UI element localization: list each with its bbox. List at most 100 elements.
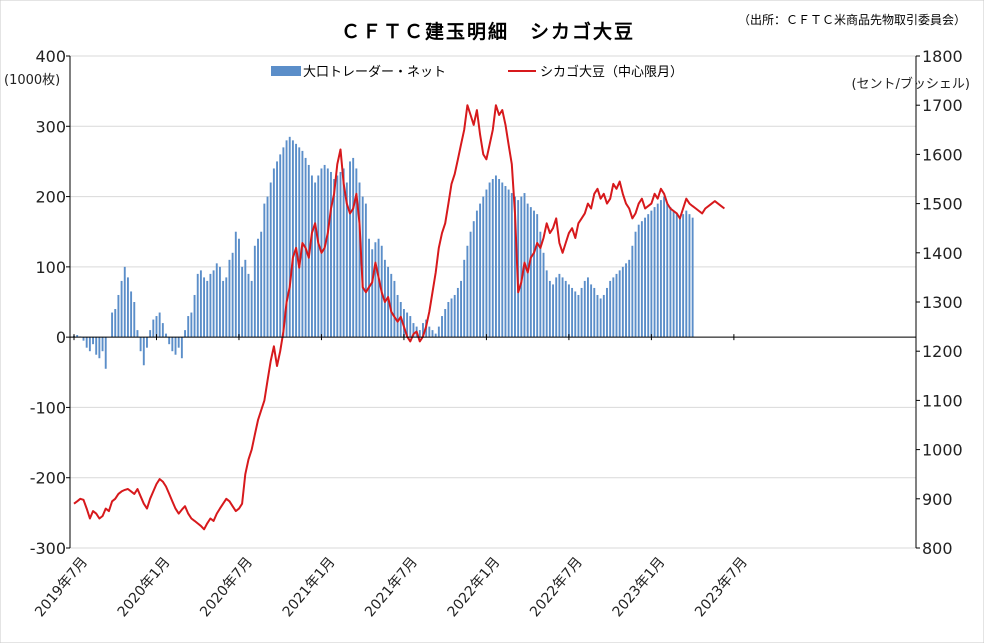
bar <box>431 330 434 338</box>
bar <box>199 270 202 338</box>
bar <box>146 337 148 348</box>
bar <box>510 193 513 338</box>
left-tick-label: 100 <box>35 258 66 277</box>
bar <box>656 203 659 338</box>
left-tick-label: -100 <box>30 398 66 417</box>
bar <box>206 280 209 338</box>
bar <box>552 284 554 338</box>
bar <box>225 277 228 338</box>
bar <box>561 277 564 338</box>
bar <box>215 263 218 338</box>
right-tick-label: 1600 <box>922 145 963 164</box>
bar <box>504 186 507 338</box>
bar <box>663 196 666 338</box>
bar <box>323 164 326 338</box>
bar <box>586 277 589 338</box>
right-tick-label: 1200 <box>922 342 963 361</box>
bar <box>456 287 459 338</box>
right-tick-label: 1300 <box>922 293 963 312</box>
bar <box>545 270 548 338</box>
bar <box>615 273 618 338</box>
left-tick-label: -200 <box>30 469 66 488</box>
bar <box>628 259 631 338</box>
bar <box>250 280 253 338</box>
right-axis-unit: (セント/ブッシェル) <box>851 76 970 92</box>
bar <box>529 207 532 338</box>
bar <box>675 214 678 338</box>
bar <box>533 210 535 338</box>
bar <box>212 270 215 338</box>
bar <box>374 242 377 338</box>
bar <box>469 231 472 338</box>
bar <box>314 182 317 338</box>
bar <box>168 337 171 345</box>
bar <box>123 266 126 338</box>
bar <box>422 323 424 338</box>
bar <box>238 238 240 338</box>
bar <box>234 231 237 338</box>
bar <box>330 171 332 338</box>
bar <box>536 214 539 338</box>
right-tick-label: 1700 <box>922 96 963 115</box>
bar <box>361 196 364 338</box>
bar <box>133 302 136 338</box>
left-tick-label: -300 <box>30 539 66 558</box>
bar <box>177 337 180 348</box>
bar <box>485 189 488 338</box>
bar <box>180 337 183 359</box>
bar <box>390 273 393 338</box>
bar <box>317 175 320 338</box>
bar <box>482 196 485 338</box>
left-tick-label: 200 <box>35 188 66 207</box>
bar <box>577 294 580 338</box>
bar <box>244 259 247 338</box>
bar <box>126 277 129 338</box>
bar <box>580 287 583 338</box>
bar <box>602 294 605 338</box>
left-tick-label: 0 <box>56 328 66 347</box>
bar <box>82 337 85 341</box>
bar <box>203 277 206 338</box>
bar <box>409 316 412 338</box>
bar <box>92 337 94 345</box>
bar <box>520 196 523 338</box>
bar <box>659 200 662 338</box>
bar <box>285 140 288 338</box>
bar <box>349 161 351 338</box>
bar <box>155 316 158 338</box>
bar <box>222 280 225 338</box>
bar <box>114 309 117 338</box>
bar <box>428 326 431 338</box>
right-tick-label: 1100 <box>922 391 963 410</box>
bar <box>257 238 259 338</box>
bar <box>187 316 190 338</box>
bar <box>326 168 329 338</box>
bar <box>165 333 167 338</box>
bar <box>644 217 647 338</box>
bar <box>291 140 294 338</box>
right-tick-label: 1500 <box>922 195 963 214</box>
bar <box>460 280 462 338</box>
bar <box>488 182 491 338</box>
bar <box>498 179 501 338</box>
bar <box>574 291 577 338</box>
bar <box>678 217 681 338</box>
bar <box>653 207 656 338</box>
bar <box>596 294 599 338</box>
bar <box>396 294 399 338</box>
left-tick-label: 300 <box>35 117 66 136</box>
legend-line-label: シカゴ大豆（中心限月） <box>540 64 683 80</box>
bar <box>247 273 250 338</box>
bar <box>571 287 574 338</box>
bar <box>539 231 542 338</box>
bar <box>95 337 98 355</box>
bar <box>364 203 367 338</box>
bar <box>253 245 256 338</box>
bar <box>295 143 298 338</box>
bar <box>260 231 263 338</box>
bar <box>618 270 621 338</box>
bar <box>406 312 409 338</box>
bar <box>171 337 174 352</box>
bar <box>685 210 688 338</box>
bar <box>174 337 177 355</box>
